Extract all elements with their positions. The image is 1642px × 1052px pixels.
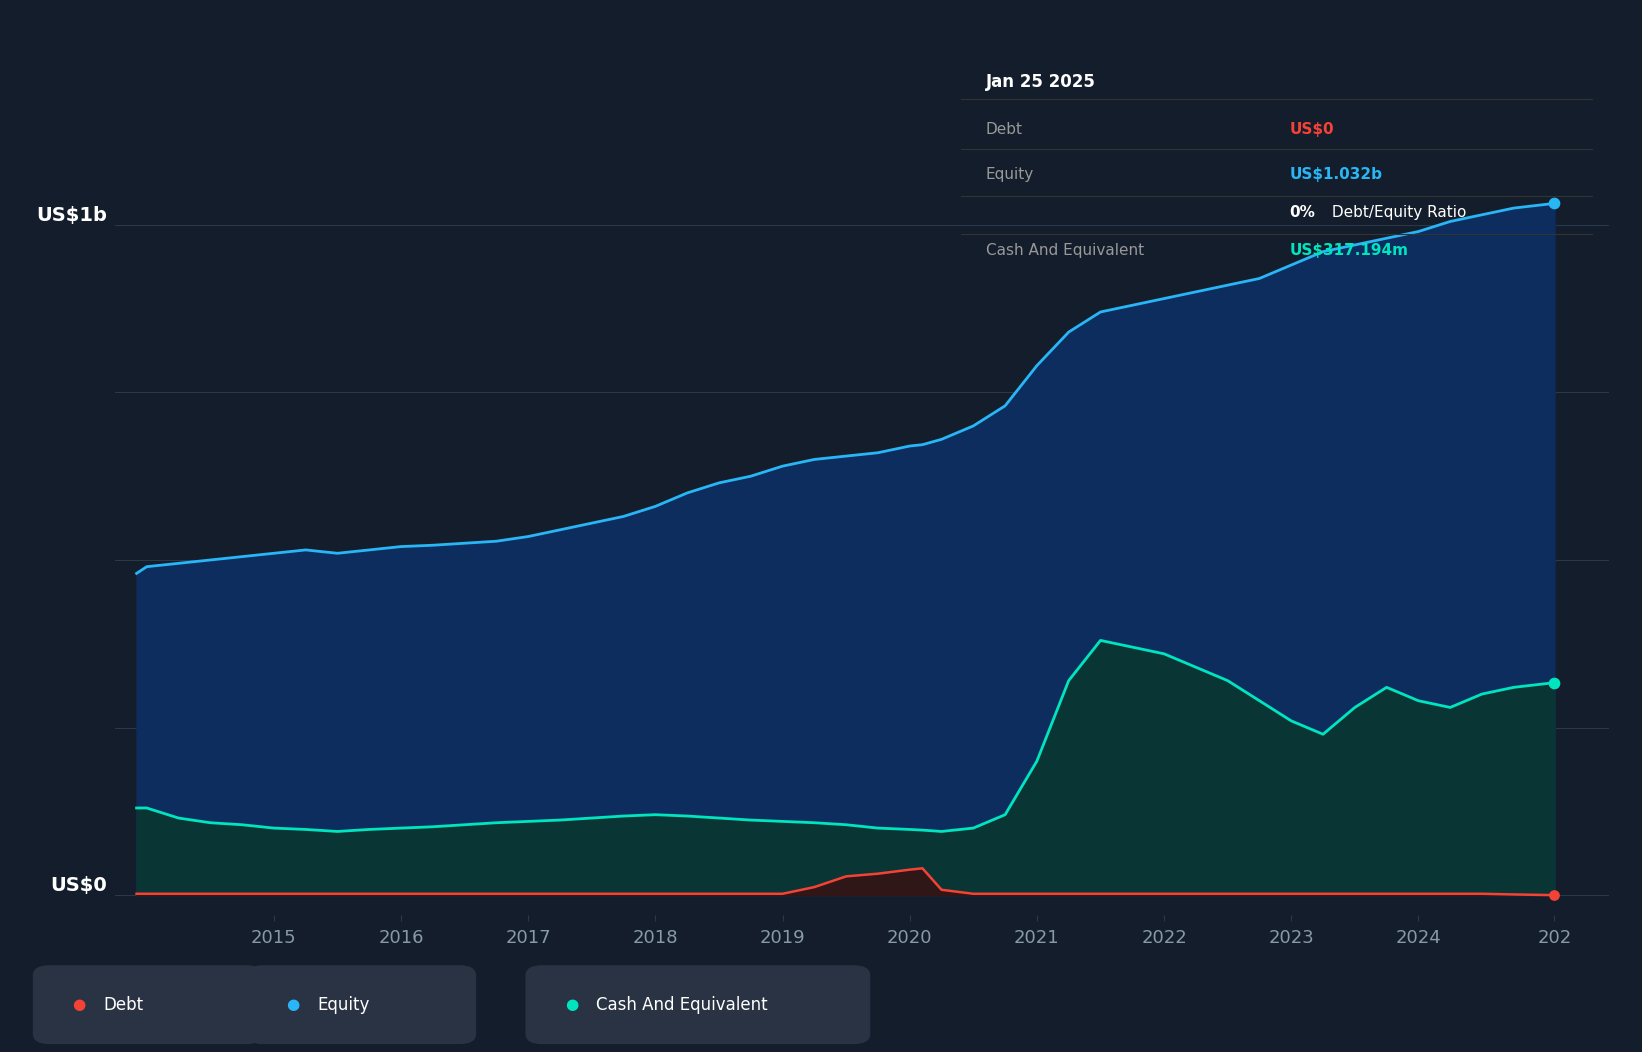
Text: Equity: Equity bbox=[985, 167, 1034, 182]
Text: ●: ● bbox=[565, 997, 578, 1012]
Text: ●: ● bbox=[72, 997, 85, 1012]
Text: US$1b: US$1b bbox=[36, 206, 107, 225]
Text: Debt/Equity Ratio: Debt/Equity Ratio bbox=[1327, 205, 1466, 220]
Point bbox=[1542, 887, 1568, 904]
Point bbox=[1542, 674, 1568, 691]
Text: US$317.194m: US$317.194m bbox=[1289, 243, 1409, 258]
Text: ●: ● bbox=[286, 997, 299, 1012]
Text: Debt: Debt bbox=[985, 122, 1023, 137]
Text: Debt: Debt bbox=[103, 995, 143, 1014]
Text: Equity: Equity bbox=[317, 995, 369, 1014]
Point bbox=[1542, 195, 1568, 211]
Text: US$0: US$0 bbox=[1289, 122, 1333, 137]
Text: US$0: US$0 bbox=[51, 876, 107, 895]
Text: Cash And Equivalent: Cash And Equivalent bbox=[985, 243, 1144, 258]
Text: US$1.032b: US$1.032b bbox=[1289, 167, 1383, 182]
Text: Cash And Equivalent: Cash And Equivalent bbox=[596, 995, 768, 1014]
Text: 0%: 0% bbox=[1289, 205, 1315, 220]
Text: Jan 25 2025: Jan 25 2025 bbox=[985, 74, 1095, 92]
